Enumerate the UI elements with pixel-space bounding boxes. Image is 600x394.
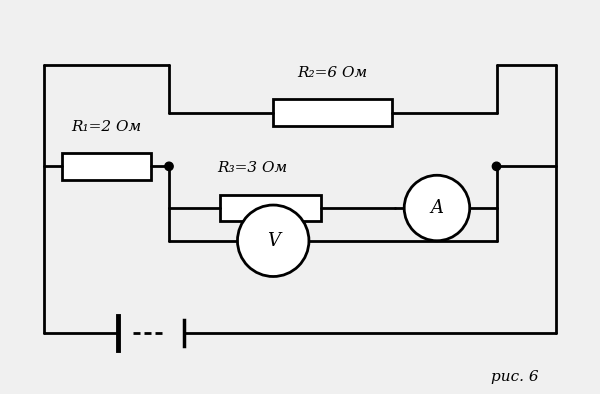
FancyBboxPatch shape [62,153,151,180]
FancyBboxPatch shape [273,99,392,126]
Circle shape [493,162,500,171]
Circle shape [165,162,173,171]
FancyBboxPatch shape [220,195,321,221]
Circle shape [404,175,470,241]
Text: рис. 6: рис. 6 [491,370,538,384]
Circle shape [238,205,309,277]
Text: R₃=3 Ом: R₃=3 Ом [217,161,287,175]
Text: V: V [267,232,280,250]
Text: A: A [430,199,443,217]
Text: R₁=2 Ом: R₁=2 Ом [71,120,142,134]
Text: R₂=6 Ом: R₂=6 Ом [298,66,368,80]
